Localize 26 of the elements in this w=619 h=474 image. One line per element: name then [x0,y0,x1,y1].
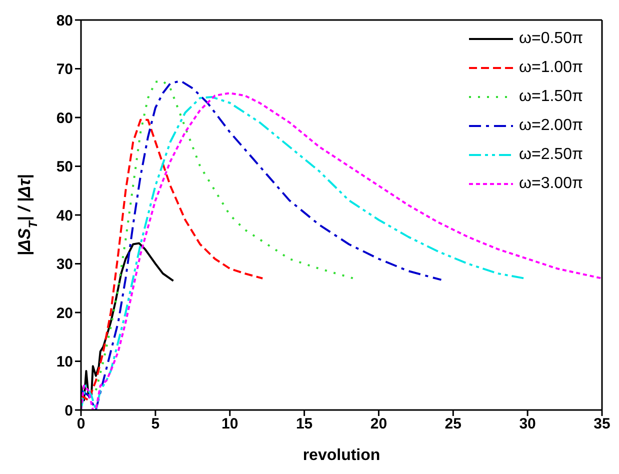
legend-label: ω=1.00π [518,58,583,76]
x-tick-label: 15 [296,416,313,433]
x-tick-label: 10 [222,416,238,433]
line-series [81,118,264,402]
y-tick-label: 20 [56,304,73,322]
line-series [81,80,442,410]
x-axis-title: revolution [302,447,380,464]
x-tick-label: 0 [76,416,86,433]
legend-label: ω=0.50π [518,30,583,48]
legend-label: ω=2.00π [518,116,583,134]
y-tick-label: 80 [56,12,73,30]
y-tick-label: 30 [56,256,73,274]
x-tick-label: 20 [370,416,388,433]
legend-label: ω=2.50π [518,146,583,164]
y-tick-label: 40 [56,207,73,224]
y-tick-label: 10 [56,354,73,371]
x-tick-label: 25 [444,416,462,433]
legend-label: ω=3.00π [518,174,583,192]
legend-label: ω=1.50π [518,88,583,106]
y-tick-label: 0 [64,402,73,420]
y-tick-label: 60 [56,110,73,127]
y-tick-label: 70 [56,61,73,78]
x-tick-label: 5 [151,416,160,433]
x-tick-label: 30 [519,416,536,433]
x-tick-label: 35 [594,416,610,433]
y-tick-label: 50 [56,158,73,176]
